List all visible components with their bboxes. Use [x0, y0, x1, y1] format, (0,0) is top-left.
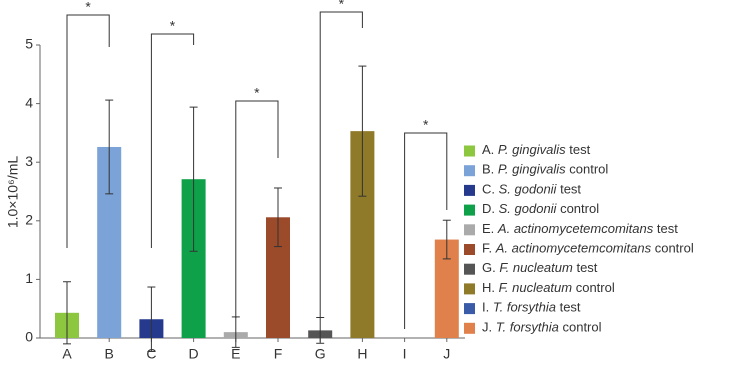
legend-label: J. T. forsythia control	[482, 320, 602, 335]
y-tick-label: 2	[25, 212, 33, 228]
legend-label: A. P. gingivalis test	[482, 142, 591, 157]
error-bar	[63, 281, 71, 345]
error-bar	[274, 187, 282, 248]
legend-prefix: F.	[482, 241, 492, 256]
error-bar	[189, 106, 198, 252]
significance-bracket	[66, 14, 110, 248]
legend-suffix: test	[576, 261, 597, 276]
legend-prefix: I.	[482, 300, 489, 315]
legend-suffix: control	[655, 241, 694, 256]
legend-suffix: control	[576, 280, 615, 295]
legend-label: H. F. nucleatum control	[482, 280, 615, 295]
legend-italic: A. actinomycetemcomitans	[497, 221, 654, 236]
legend-swatch	[464, 165, 475, 177]
legend-swatch	[464, 283, 475, 295]
legend-swatch	[464, 145, 475, 157]
legend-italic: T. forsythia	[496, 320, 559, 335]
significance-bracket	[404, 132, 448, 329]
legend-prefix: D.	[482, 202, 495, 217]
significance-bracket	[150, 33, 195, 248]
y-tick-label: 5	[25, 36, 33, 52]
legend-label: B. P. gingivalis control	[482, 162, 608, 177]
error-bar	[442, 219, 451, 260]
significance-label: *	[423, 117, 429, 133]
legend-italic: P. gingivalis	[498, 142, 566, 157]
x-tick-label: E	[231, 346, 240, 362]
y-tick-label: 4	[25, 94, 33, 110]
significance-label: *	[339, 0, 345, 12]
legend-prefix: G.	[482, 261, 496, 276]
legend-suffix: test	[560, 182, 581, 197]
legend-italic: P. gingivalis	[498, 162, 566, 177]
legend-swatch	[464, 224, 475, 236]
legend-suffix: control	[569, 162, 608, 177]
x-tick-label: J	[443, 346, 450, 362]
y-tick-label: 3	[25, 153, 33, 169]
error-bar	[147, 286, 156, 352]
error-bar	[105, 99, 114, 195]
legend-italic: A. actinomycetemcomitans	[495, 241, 652, 256]
significance-bracket	[319, 11, 363, 318]
legend-prefix: E.	[482, 221, 494, 236]
legend-suffix: control	[562, 320, 601, 335]
x-tick-label: I	[403, 346, 407, 362]
legend-prefix: A.	[482, 142, 494, 157]
legend-italic: T. forsythia	[493, 300, 556, 315]
legend-label: G. F. nucleatum test	[482, 261, 598, 276]
legend-suffix: test	[560, 300, 581, 315]
significance-label: *	[85, 0, 91, 15]
y-tick-label: 1	[25, 270, 33, 286]
significance-label: *	[254, 85, 260, 101]
y-tick-label: 0	[25, 329, 33, 345]
x-tick-label: F	[274, 346, 283, 362]
x-tick-label: G	[315, 346, 326, 362]
legend-prefix: H.	[482, 280, 495, 295]
legend-label: D. S. godonii control	[482, 202, 599, 217]
legend-suffix: test	[657, 221, 678, 236]
legend-italic: S. godonii	[499, 202, 558, 217]
x-tick-label: A	[62, 346, 72, 362]
legend-suffix: test	[569, 142, 590, 157]
legend-prefix: J.	[482, 320, 492, 335]
legend-swatch	[464, 244, 475, 255]
legend-italic: F. nucleatum	[499, 280, 573, 295]
legend-swatch	[464, 322, 475, 334]
legend-swatch	[464, 303, 475, 315]
legend-swatch	[464, 204, 475, 216]
legend-label: F. A. actinomycetemcomitans control	[482, 241, 694, 256]
legend-italic: F. nucleatum	[499, 261, 573, 276]
legend-italic: S. godonii	[499, 182, 558, 197]
error-bar	[358, 65, 367, 197]
significance-label: *	[170, 18, 176, 34]
x-tick-label: H	[357, 346, 367, 362]
x-tick-label: B	[105, 346, 114, 362]
legend-prefix: C.	[482, 182, 495, 197]
y-axis-label: 1.0×10⁶/mL	[5, 156, 21, 229]
legend-suffix: control	[560, 202, 599, 217]
legend-label: I. T. forsythia test	[482, 300, 581, 315]
significance-bracket	[235, 100, 279, 318]
legend-label: E. A. actinomycetemcomitans test	[482, 221, 678, 236]
legend-swatch	[464, 263, 475, 275]
x-tick-label: C	[146, 346, 156, 362]
legend-label: C. S. godonii test	[482, 182, 581, 197]
legend-prefix: B.	[482, 162, 494, 177]
x-tick-label: D	[189, 346, 199, 362]
legend-swatch	[464, 184, 475, 196]
